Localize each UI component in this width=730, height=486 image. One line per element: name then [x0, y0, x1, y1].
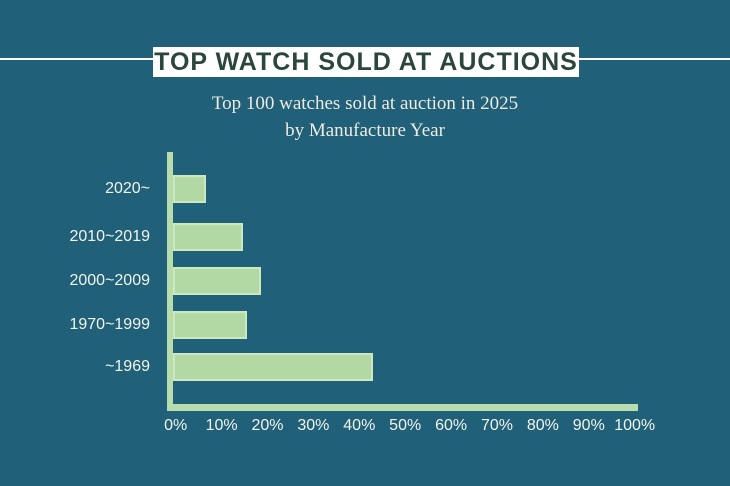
x-axis-tick-label: 10% — [205, 417, 238, 434]
y-axis-label: 1970~1999 — [69, 316, 150, 333]
bar — [173, 353, 373, 381]
x-axis-tick-label: 40% — [343, 417, 376, 434]
chart-subtitle-line-1: Top 100 watches sold at auction in 2025 — [211, 93, 519, 114]
y-axis-label: 2000~2009 — [69, 272, 150, 289]
x-axis-baseline — [167, 404, 638, 411]
x-axis-tick-label: 70% — [480, 417, 514, 434]
bar — [173, 223, 243, 251]
bar — [173, 175, 206, 203]
x-axis-tick-label: 100% — [614, 417, 656, 434]
chart-subtitle: Top 100 watches sold at auction in 2025 … — [0, 90, 730, 144]
y-axis-label: ~1969 — [105, 358, 150, 375]
bar — [173, 267, 262, 295]
y-axis-line — [167, 152, 173, 411]
x-axis-tick-label: 50% — [389, 417, 422, 434]
x-axis-tick-label: 80% — [526, 417, 559, 434]
x-axis-tick-label: 0% — [164, 417, 188, 434]
x-axis-tick-label: 60% — [435, 417, 468, 434]
title-banner: TOP WATCH SOLD AT AUCTIONS — [153, 47, 579, 77]
y-axis-label: 2020~ — [105, 180, 150, 197]
x-axis-tick-label: 20% — [251, 417, 284, 434]
bar — [173, 311, 248, 339]
chart-subtitle-line-2: by Manufacture Year — [285, 120, 445, 141]
x-axis-tick-label: 90% — [572, 417, 605, 434]
page-title: TOP WATCH SOLD AT AUCTIONS — [154, 47, 578, 76]
y-axis-label: 2010~2019 — [69, 228, 150, 245]
x-axis-tick-label: 30% — [297, 417, 330, 434]
